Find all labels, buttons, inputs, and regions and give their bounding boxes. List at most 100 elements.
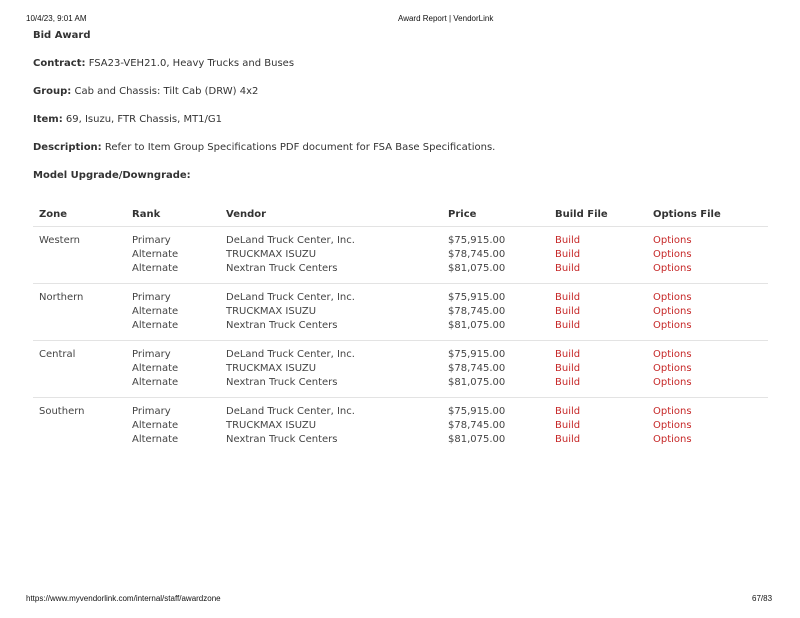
options-link[interactable]: Options xyxy=(653,363,692,374)
price-cell: $75,915.00 $78,745.00 $81,075.00 xyxy=(442,340,549,398)
rank: Alternate xyxy=(132,363,179,374)
build-cell: Build Build Build xyxy=(549,398,647,455)
zone-name: Central xyxy=(39,349,76,360)
options-link[interactable]: Options xyxy=(653,263,692,274)
build-link[interactable]: Build xyxy=(555,235,581,246)
options-link[interactable]: Options xyxy=(653,420,692,431)
rank: Alternate xyxy=(132,306,179,317)
options-link[interactable]: Options xyxy=(653,434,692,445)
zone-group-row: Western Primary Alternate Alternate DeLand T… xyxy=(33,226,768,284)
zone-group-row: Central Primary Alternate Alternate DeLand T… xyxy=(33,340,768,398)
price: $78,745.00 xyxy=(448,249,506,260)
column-header: Options File xyxy=(647,202,768,227)
rank: Alternate xyxy=(132,434,179,445)
price: $81,075.00 xyxy=(448,263,506,274)
print-datetime: 10/4/23, 9:01 AM xyxy=(26,14,87,23)
vendor: TRUCKMAX ISUZU xyxy=(226,363,317,374)
rank: Primary xyxy=(132,349,171,360)
zone-cell: Northern xyxy=(33,283,126,341)
price-cell: $75,915.00 $78,745.00 $81,075.00 xyxy=(442,226,549,284)
build-link[interactable]: Build xyxy=(555,420,581,431)
zone-group-row: Southern Primary Alternate Alternate DeLand … xyxy=(33,398,768,455)
column-header: Zone xyxy=(33,202,126,227)
rank: Primary xyxy=(132,292,171,303)
vendor-cell: DeLand Truck Center, Inc. TRUCKMAX ISUZU N… xyxy=(220,283,442,341)
zone-cell: Western xyxy=(33,226,126,284)
options-cell: Options Options Options xyxy=(647,283,768,341)
build-link[interactable]: Build xyxy=(555,377,581,388)
build-cell: Build Build Build xyxy=(549,283,647,341)
vendor: TRUCKMAX ISUZU xyxy=(226,249,317,260)
vendor: TRUCKMAX ISUZU xyxy=(226,306,317,317)
award-content: Bid Award Contract: FSA23-VEH21.0, Heavy… xyxy=(33,29,768,454)
table-header-row: Zone Rank Vendor Price Build File Options Fil… xyxy=(33,202,768,227)
options-link[interactable]: Options xyxy=(653,249,692,260)
options-link[interactable]: Options xyxy=(653,406,692,417)
vendor: Nextran Truck Centers xyxy=(226,434,338,445)
price: $75,915.00 xyxy=(448,406,506,417)
build-link[interactable]: Build xyxy=(555,249,581,260)
options-link[interactable]: Options xyxy=(653,292,692,303)
build-link[interactable]: Build xyxy=(555,349,581,360)
print-page-number: 67/83 xyxy=(752,594,773,603)
build-cell: Build Build Build xyxy=(549,340,647,398)
build-link[interactable]: Build xyxy=(555,292,581,303)
field-label: Item: xyxy=(33,114,63,125)
price: $78,745.00 xyxy=(448,306,506,317)
build-link[interactable]: Build xyxy=(555,406,581,417)
field-label: Description: xyxy=(33,142,102,153)
price: $81,075.00 xyxy=(448,320,506,331)
price: $81,075.00 xyxy=(448,434,506,445)
options-cell: Options Options Options xyxy=(647,398,768,455)
options-link[interactable]: Options xyxy=(653,320,692,331)
vendor-cell: DeLand Truck Center, Inc. TRUCKMAX ISUZU N… xyxy=(220,226,442,284)
vendor: DeLand Truck Center, Inc. xyxy=(226,292,355,303)
options-cell: Options Options Options xyxy=(647,226,768,284)
column-header: Rank xyxy=(126,202,220,227)
field-label: Contract: xyxy=(33,58,86,69)
zone-name: Northern xyxy=(39,292,84,303)
options-link[interactable]: Options xyxy=(653,306,692,317)
build-link[interactable]: Build xyxy=(555,434,581,445)
zone-cell: Southern xyxy=(33,398,126,455)
rank: Alternate xyxy=(132,377,179,388)
build-link[interactable]: Build xyxy=(555,306,581,317)
price-cell: $75,915.00 $78,745.00 $81,075.00 xyxy=(442,283,549,341)
vendor-cell: DeLand Truck Center, Inc. TRUCKMAX ISUZU N… xyxy=(220,340,442,398)
rank-cell: Primary Alternate Alternate xyxy=(126,340,220,398)
award-fields: Contract: FSA23-VEH21.0, Heavy Trucks an… xyxy=(33,57,768,183)
options-link[interactable]: Options xyxy=(653,235,692,246)
build-link[interactable]: Build xyxy=(555,363,581,374)
price: $78,745.00 xyxy=(448,363,506,374)
print-url: https://www.myvendorlink.com/internal/st… xyxy=(26,594,221,603)
zone-group-row: Northern Primary Alternate Alternate DeLand … xyxy=(33,283,768,341)
rank: Primary xyxy=(132,235,171,246)
vendor: Nextran Truck Centers xyxy=(226,320,338,331)
field-value: Cab and Chassis: Tilt Cab (DRW) 4x2 xyxy=(74,86,259,97)
zone-name: Western xyxy=(39,235,81,246)
field-label: Group: xyxy=(33,86,72,97)
rank: Alternate xyxy=(132,263,179,274)
rank-cell: Primary Alternate Alternate xyxy=(126,283,220,341)
rank: Alternate xyxy=(132,420,179,431)
vendor: Nextran Truck Centers xyxy=(226,263,338,274)
options-link[interactable]: Options xyxy=(653,349,692,360)
build-link[interactable]: Build xyxy=(555,263,581,274)
column-header: Build File xyxy=(549,202,647,227)
vendor: DeLand Truck Center, Inc. xyxy=(226,406,355,417)
rank: Primary xyxy=(132,406,171,417)
options-cell: Options Options Options xyxy=(647,340,768,398)
page-title: Bid Award xyxy=(33,30,91,41)
price: $75,915.00 xyxy=(448,349,506,360)
build-link[interactable]: Build xyxy=(555,320,581,331)
vendor: DeLand Truck Center, Inc. xyxy=(226,349,355,360)
options-link[interactable]: Options xyxy=(653,377,692,388)
price-cell: $75,915.00 $78,745.00 $81,075.00 xyxy=(442,398,549,455)
zone-cell: Central xyxy=(33,340,126,398)
field-value: Refer to Item Group Specifications PDF d… xyxy=(104,142,496,153)
field-value: 69, Isuzu, FTR Chassis, MT1/G1 xyxy=(65,114,223,125)
price: $75,915.00 xyxy=(448,235,506,246)
price: $78,745.00 xyxy=(448,420,506,431)
vendor: DeLand Truck Center, Inc. xyxy=(226,235,355,246)
rank: Alternate xyxy=(132,320,179,331)
